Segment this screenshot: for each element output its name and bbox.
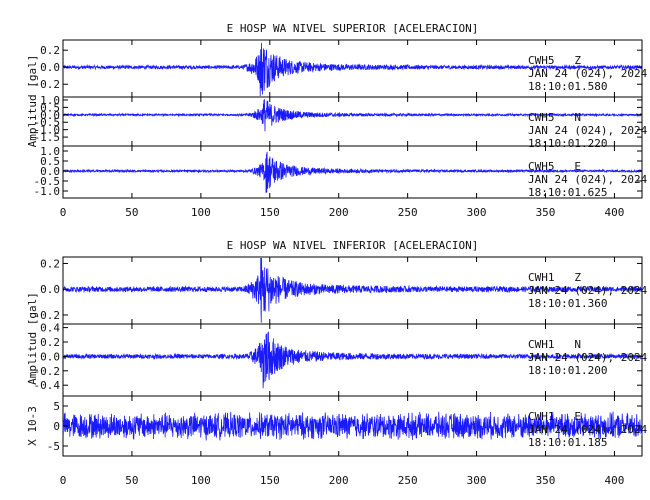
record-time: 18:10:01.625 bbox=[528, 186, 607, 199]
panel-frame bbox=[62, 145, 643, 199]
y-tick-label: -0.2 bbox=[34, 309, 61, 322]
x-tick-label: 250 bbox=[398, 474, 418, 487]
y-tick-label: 0.0 bbox=[40, 61, 60, 74]
x-tick-label: 350 bbox=[536, 474, 556, 487]
x-tick-label: 300 bbox=[467, 474, 487, 487]
seismic-trace bbox=[62, 331, 643, 389]
x-tick-label: 0 bbox=[60, 474, 67, 487]
x-tick-label: 300 bbox=[467, 206, 487, 219]
y-tick-label: 0.2 bbox=[40, 336, 60, 349]
y-tick-label: 1.0 bbox=[40, 94, 60, 107]
chart-title: E HOSP WA NIVEL INFERIOR [ACELERACION] bbox=[227, 239, 479, 252]
x-tick-label: 400 bbox=[604, 474, 624, 487]
record-date: JAN 24 (024), 2024 bbox=[528, 284, 648, 297]
y-tick-label: -1.0 bbox=[34, 185, 61, 198]
x-tick-label: 50 bbox=[125, 206, 138, 219]
y-tick-label: -1.5 bbox=[34, 131, 61, 144]
x-tick-label: 0 bbox=[60, 206, 67, 219]
y-tick-label: 0.0 bbox=[40, 283, 60, 296]
channel-label: CWH1 E bbox=[528, 410, 581, 423]
y-tick-label: -0.5 bbox=[34, 175, 61, 188]
x-tick-label: 400 bbox=[604, 206, 624, 219]
seismic-trace bbox=[62, 99, 643, 132]
y-tick-label: 0.4 bbox=[40, 322, 60, 335]
y-tick-label: 0.5 bbox=[40, 155, 60, 168]
channel-label: CWH5 N bbox=[528, 111, 581, 124]
record-date: JAN 24 (024), 2024 bbox=[528, 67, 648, 80]
y-axis-label: Amplitud [gal] bbox=[26, 292, 39, 385]
record-date: JAN 24 (024), 2024 bbox=[528, 423, 648, 436]
y-tick-label: -0.2 bbox=[34, 365, 61, 378]
y-tick-label: 0.0 bbox=[40, 165, 60, 178]
x-tick-label: 200 bbox=[329, 206, 349, 219]
y-tick-label: 5 bbox=[53, 400, 60, 413]
x-tick-label: 250 bbox=[398, 206, 418, 219]
x-tick-label: 50 bbox=[125, 474, 138, 487]
channel-label: CWH5 E bbox=[528, 160, 581, 173]
y-tick-label: 1.0 bbox=[40, 145, 60, 158]
record-time: 18:10:01.580 bbox=[528, 80, 607, 93]
y-tick-label: -0.2 bbox=[34, 78, 61, 91]
y-axis-label: Amplitud [gal] bbox=[26, 55, 39, 148]
y-tick-label: -0.4 bbox=[34, 379, 61, 392]
x-tick-label: 350 bbox=[536, 206, 556, 219]
y-tick-label: -5 bbox=[47, 440, 60, 453]
y-tick-label: 0 bbox=[53, 420, 60, 433]
seismic-trace bbox=[62, 151, 643, 193]
channel-label: CWH1 Z bbox=[528, 271, 581, 284]
record-date: JAN 24 (024), 2024 bbox=[528, 173, 648, 186]
record-time: 18:10:01.200 bbox=[528, 364, 607, 377]
seismic-trace bbox=[62, 42, 643, 97]
x-tick-label: 100 bbox=[191, 474, 211, 487]
x-tick-label: 100 bbox=[191, 206, 211, 219]
chart-title: E HOSP WA NIVEL SUPERIOR [ACELERACION] bbox=[227, 22, 479, 35]
record-date: JAN 24 (024), 2024 bbox=[528, 124, 648, 137]
y-tick-label: 0.0 bbox=[40, 109, 60, 122]
channel-label: CWH5 Z bbox=[528, 54, 581, 67]
seismic-trace bbox=[62, 411, 643, 441]
x-tick-label: 200 bbox=[329, 474, 349, 487]
x-tick-label: 150 bbox=[260, 474, 280, 487]
panel-y-label: X 10-3 bbox=[26, 406, 39, 446]
channel-label: CWH1 N bbox=[528, 338, 581, 351]
record-date: JAN 24 (024), 2024 bbox=[528, 351, 648, 364]
record-time: 18:10:01.360 bbox=[528, 297, 607, 310]
record-time: 18:10:01.220 bbox=[528, 137, 607, 150]
y-tick-label: -1.0 bbox=[34, 124, 61, 137]
seismic-trace bbox=[62, 257, 643, 323]
y-tick-label: 0.2 bbox=[40, 44, 60, 57]
y-tick-label: 0.0 bbox=[40, 350, 60, 363]
y-tick-label: -0.5 bbox=[34, 116, 61, 129]
x-tick-label: 150 bbox=[260, 206, 280, 219]
record-time: 18:10:01.185 bbox=[528, 436, 607, 449]
y-tick-label: 0.2 bbox=[40, 257, 60, 270]
y-tick-label: 0.5 bbox=[40, 101, 60, 114]
